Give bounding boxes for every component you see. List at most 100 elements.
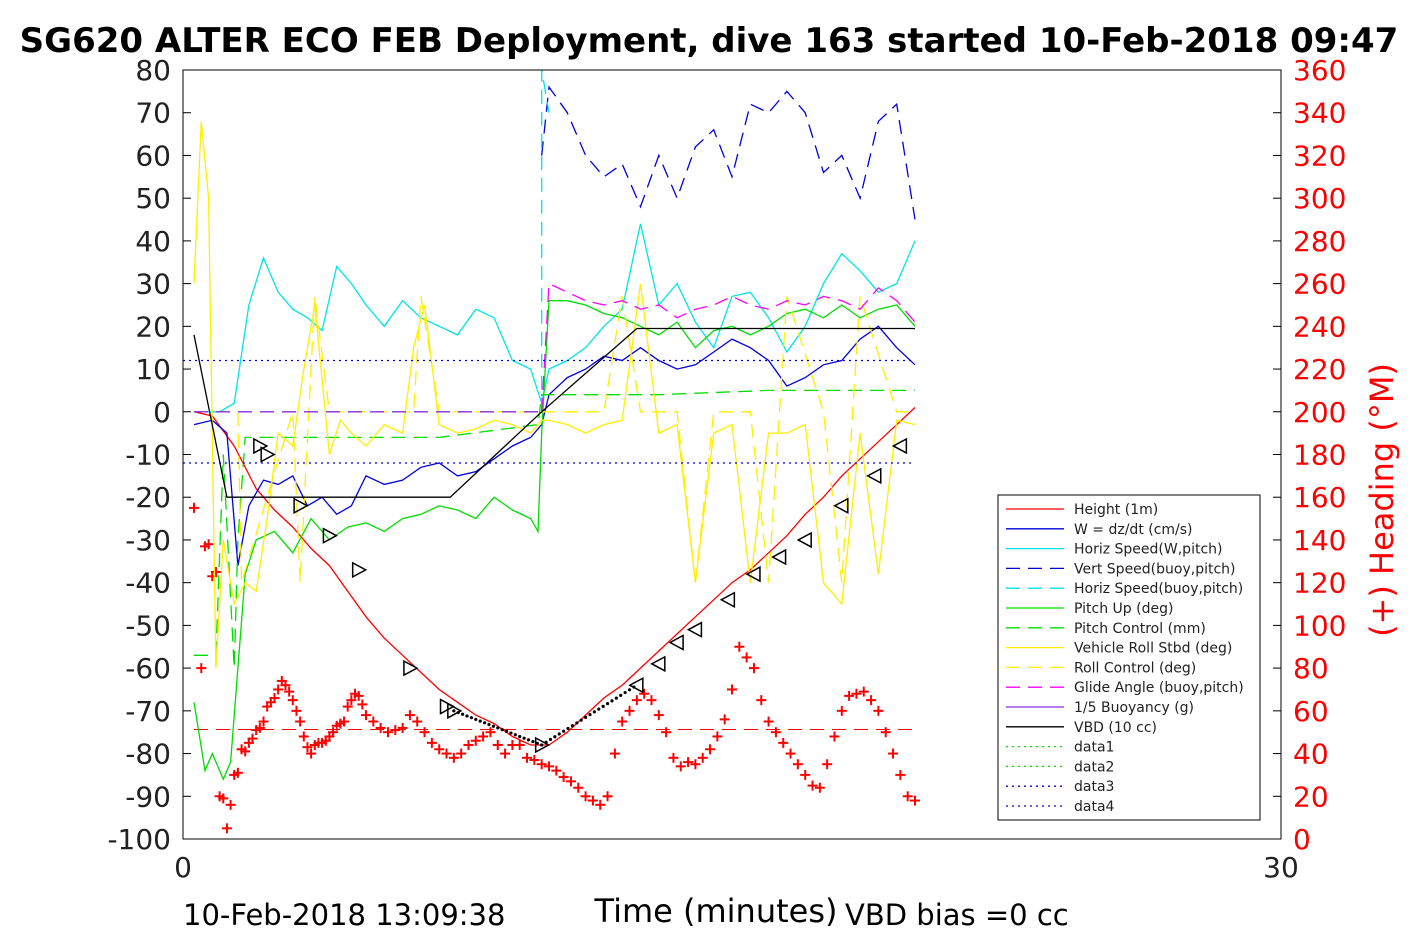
heading-point bbox=[287, 695, 298, 706]
height-dot bbox=[575, 721, 579, 725]
height-marker bbox=[796, 531, 812, 549]
heading-point bbox=[522, 752, 533, 763]
y-right-tick-label: 160 bbox=[1293, 481, 1346, 514]
height-marker bbox=[650, 655, 666, 673]
heading-point bbox=[683, 757, 694, 768]
y-tick-label: 50 bbox=[135, 182, 171, 215]
height-dot bbox=[553, 735, 557, 739]
heading-point bbox=[829, 731, 840, 742]
x-axis: 0 30 bbox=[174, 831, 1299, 884]
heading-point bbox=[910, 795, 920, 806]
height-marker bbox=[447, 702, 463, 720]
height-marker bbox=[351, 561, 368, 579]
y-right-tick-label: 100 bbox=[1293, 609, 1346, 642]
heading-point bbox=[232, 767, 243, 778]
heading-point bbox=[675, 761, 686, 772]
series-line bbox=[193, 121, 916, 669]
x-tick-label: 0 bbox=[174, 851, 192, 884]
legend-entry: Vehicle Roll Stbd (deg) bbox=[1074, 641, 1232, 657]
heading-point bbox=[448, 752, 459, 763]
heading-point bbox=[328, 727, 339, 738]
heading-point bbox=[873, 705, 884, 716]
y-tick-label: -90 bbox=[125, 780, 171, 813]
heading-point bbox=[390, 725, 401, 736]
y-right-tick-label: 260 bbox=[1293, 268, 1346, 301]
heading-point bbox=[426, 737, 437, 748]
heading-point bbox=[668, 752, 679, 763]
heading-point bbox=[888, 748, 899, 759]
height-dot bbox=[513, 733, 517, 737]
height-marker bbox=[293, 497, 309, 515]
height-dot bbox=[544, 740, 548, 744]
heading-point bbox=[822, 759, 833, 770]
legend-entry: Roll Control (deg) bbox=[1074, 660, 1196, 676]
y-tick-label: -70 bbox=[125, 695, 171, 728]
y-right-tick-label: 60 bbox=[1293, 695, 1329, 728]
heading-point bbox=[463, 740, 474, 751]
y-right-tick-label: 220 bbox=[1293, 353, 1346, 386]
chart-title: SG620 ALTER ECO FEB Deployment, dive 163… bbox=[20, 21, 1399, 61]
heading-point bbox=[624, 705, 635, 716]
heading-point bbox=[382, 727, 393, 738]
heading-point bbox=[485, 727, 496, 738]
heading-point bbox=[734, 641, 745, 652]
series-line bbox=[193, 325, 916, 566]
height-dot bbox=[562, 729, 566, 733]
heading-point bbox=[573, 782, 584, 793]
height-marker bbox=[686, 621, 703, 638]
height-dot bbox=[632, 685, 636, 689]
y-right-tick-label: 280 bbox=[1293, 225, 1346, 258]
height-marker bbox=[253, 437, 269, 455]
y-tick-label: -100 bbox=[107, 823, 171, 856]
heading-point bbox=[492, 740, 503, 751]
height-marker bbox=[260, 446, 276, 463]
heading-point bbox=[646, 695, 657, 706]
heading-point bbox=[434, 744, 445, 755]
height-dot bbox=[522, 736, 526, 740]
heading-point bbox=[595, 799, 606, 810]
heading-point bbox=[295, 716, 306, 727]
heading-point bbox=[844, 690, 855, 701]
height-dot bbox=[500, 728, 504, 732]
heading-point bbox=[514, 740, 525, 751]
heading-point bbox=[902, 791, 913, 802]
heading-point bbox=[836, 705, 847, 716]
height-marker bbox=[322, 527, 338, 544]
heading-point bbox=[456, 748, 467, 759]
height-dot bbox=[557, 732, 561, 736]
heading-point bbox=[719, 714, 730, 725]
y-tick-label: -10 bbox=[125, 439, 171, 472]
heading-point bbox=[500, 748, 511, 759]
height-dot bbox=[518, 734, 522, 739]
heading-point bbox=[353, 690, 364, 701]
x-axis-label: Time (minutes) bbox=[594, 892, 838, 930]
heading-point bbox=[609, 748, 620, 759]
series-line bbox=[541, 85, 916, 220]
height-dot bbox=[614, 696, 618, 700]
y-right-tick-label: 200 bbox=[1293, 396, 1346, 429]
heading-point bbox=[218, 793, 229, 804]
height-marker bbox=[534, 736, 551, 754]
heading-point bbox=[697, 752, 708, 763]
legend-entry: Pitch Control (mm) bbox=[1074, 621, 1206, 637]
heading-point bbox=[470, 735, 481, 746]
heading-point bbox=[631, 695, 642, 706]
heading-point bbox=[770, 727, 781, 738]
y-tick-label: -30 bbox=[125, 524, 171, 557]
y-tick-label: 20 bbox=[135, 310, 171, 343]
footer-vbd-bias: VBD bias =0 cc bbox=[845, 898, 1069, 932]
heading-point bbox=[778, 737, 789, 748]
series-line bbox=[194, 296, 915, 583]
y-axis-left: 80 70 60 50 40 30 20 10 0 -10 -20 -30 -40 -50 -60 -70 -8… bbox=[107, 54, 191, 856]
legend-entry: Vert Speed(buoy,pitch) bbox=[1074, 561, 1236, 577]
heading-point bbox=[291, 705, 302, 716]
y-right-tick-label: 340 bbox=[1293, 97, 1346, 130]
y-tick-label: 30 bbox=[135, 268, 171, 301]
height-dot bbox=[570, 724, 575, 728]
height-marker bbox=[745, 565, 761, 583]
series-line bbox=[194, 389, 915, 669]
heading-point bbox=[785, 748, 796, 759]
footer-timestamp: 10-Feb-2018 13:09:38 bbox=[183, 898, 506, 932]
series-line bbox=[193, 407, 916, 746]
